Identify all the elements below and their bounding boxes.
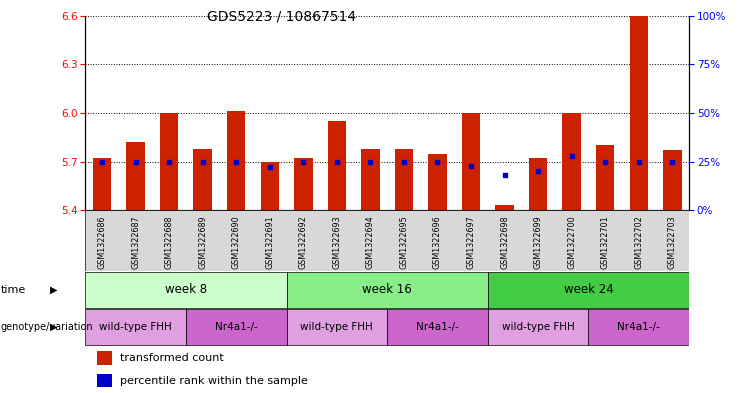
Text: GDS5223 / 10867514: GDS5223 / 10867514 (207, 10, 356, 24)
Text: GSM1322695: GSM1322695 (399, 215, 408, 269)
Bar (387, 309, 488, 345)
Text: GSM1322697: GSM1322697 (467, 215, 476, 269)
Text: GSM1322699: GSM1322699 (534, 215, 542, 269)
Bar (287, 272, 488, 308)
Bar (85, 272, 287, 308)
Text: Nr4a1-/-: Nr4a1-/- (416, 322, 459, 332)
Bar (93, 158, 111, 210)
Bar (596, 145, 614, 210)
Text: time: time (1, 285, 26, 295)
Bar (529, 158, 548, 210)
Bar (588, 309, 689, 345)
Bar (488, 309, 588, 345)
Text: transformed count: transformed count (120, 353, 224, 363)
Bar (126, 142, 144, 210)
Text: genotype/variation: genotype/variation (1, 322, 93, 332)
Bar (227, 111, 245, 210)
Bar (562, 113, 581, 210)
Text: GSM1322702: GSM1322702 (634, 215, 643, 269)
Text: GSM1322689: GSM1322689 (198, 215, 207, 269)
Bar (160, 113, 179, 210)
Bar (328, 121, 346, 210)
Text: percentile rank within the sample: percentile rank within the sample (120, 376, 308, 386)
Text: week 8: week 8 (165, 283, 207, 296)
Bar (85, 309, 186, 345)
Bar (496, 206, 514, 210)
Bar (186, 309, 287, 345)
Bar (193, 149, 212, 210)
Text: wild-type FHH: wild-type FHH (300, 322, 373, 332)
Bar (630, 16, 648, 210)
Text: GSM1322690: GSM1322690 (232, 215, 241, 269)
Text: ▶: ▶ (50, 285, 58, 295)
Bar (97, 374, 113, 387)
Text: GSM1322694: GSM1322694 (366, 215, 375, 269)
Bar (488, 272, 689, 308)
Bar (395, 149, 413, 210)
Text: GSM1322687: GSM1322687 (131, 215, 140, 269)
Text: wild-type FHH: wild-type FHH (99, 322, 172, 332)
Text: GSM1322700: GSM1322700 (567, 215, 576, 269)
Text: GSM1322688: GSM1322688 (165, 215, 173, 269)
Text: Nr4a1-/-: Nr4a1-/- (215, 322, 258, 332)
Text: wild-type FHH: wild-type FHH (502, 322, 574, 332)
Bar (462, 113, 480, 210)
Bar (361, 149, 379, 210)
Text: GSM1322686: GSM1322686 (98, 215, 107, 269)
Bar (287, 309, 387, 345)
Bar (294, 158, 313, 210)
Text: GSM1322703: GSM1322703 (668, 215, 677, 269)
Text: GSM1322701: GSM1322701 (601, 215, 610, 269)
Text: GSM1322696: GSM1322696 (433, 215, 442, 269)
Text: GSM1322698: GSM1322698 (500, 215, 509, 269)
Text: week 16: week 16 (362, 283, 412, 296)
Text: GSM1322691: GSM1322691 (265, 215, 274, 269)
Bar (428, 154, 447, 210)
Text: GSM1322693: GSM1322693 (333, 215, 342, 269)
Text: GSM1322692: GSM1322692 (299, 215, 308, 269)
Bar (97, 351, 113, 365)
Text: ▶: ▶ (50, 322, 58, 332)
Text: Nr4a1-/-: Nr4a1-/- (617, 322, 660, 332)
Bar (663, 150, 682, 210)
Text: week 24: week 24 (564, 283, 614, 296)
Bar (261, 162, 279, 210)
